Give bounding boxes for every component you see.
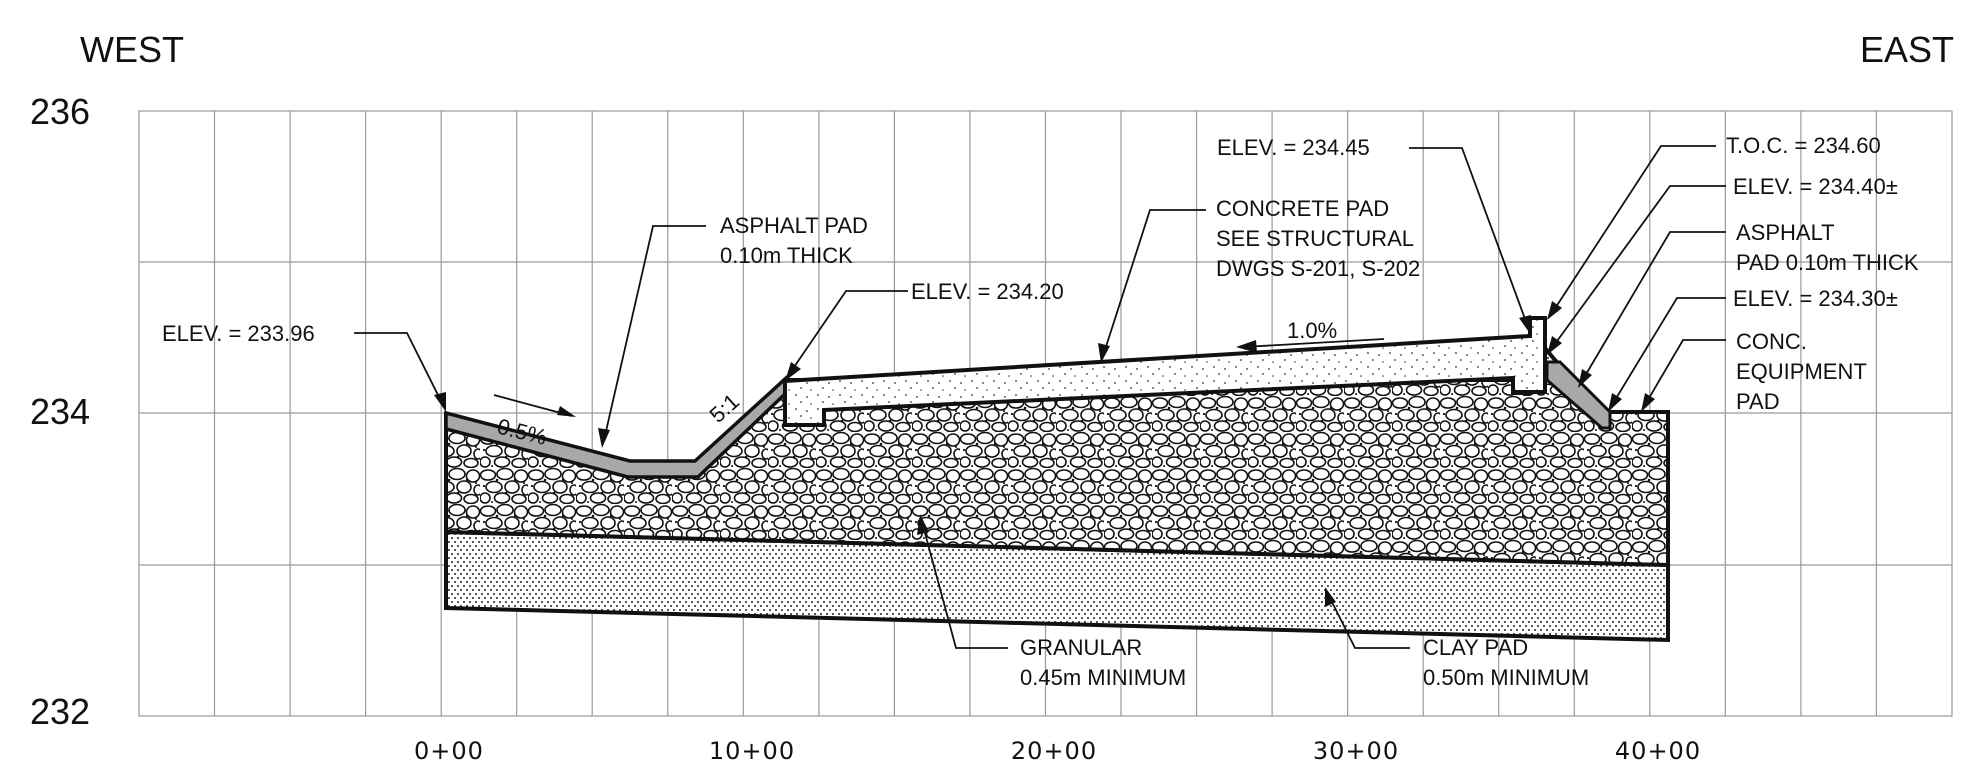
leader-elev-east-top [1551, 185, 1726, 349]
label-concrete-pad-3: DWGS S-201, S-202 [1216, 256, 1420, 281]
leader-asphalt-pad [603, 225, 706, 441]
leader-elev-west [354, 332, 444, 406]
leader-conc-equipment [1644, 339, 1726, 406]
y-tick-236: 236 [30, 91, 90, 132]
pad-slope-label: 1.0% [1287, 318, 1337, 343]
west-slope-arrowhead [557, 406, 576, 417]
label-asphalt-pad-2: 0.10m THICK [720, 243, 853, 268]
arrowhead-asphalt-pad [598, 428, 610, 448]
x-tick-20: 20+00 [1011, 737, 1097, 765]
arrowhead-elev-east-low [1608, 393, 1622, 412]
west-label: WEST [80, 29, 184, 70]
callout-leaders [354, 145, 1726, 649]
asphalt-pad-east [1545, 360, 1612, 430]
label-conc-equipment-2: EQUIPMENT [1736, 359, 1867, 384]
leader-toc [1551, 145, 1716, 314]
pad-slope-arrowhead [1236, 340, 1257, 353]
arrowhead-elev-west [434, 392, 446, 412]
label-clay-2: 0.50m MINIMUM [1423, 665, 1589, 690]
arrowhead-toc [1547, 301, 1562, 320]
x-tick-0: 0+00 [414, 737, 484, 765]
label-elev-west: ELEV. = 233.96 [162, 321, 315, 346]
label-clay-1: CLAY PAD [1423, 635, 1528, 660]
label-toc: T.O.C. = 234.60 [1726, 133, 1881, 158]
arrowhead-conc-equipment [1641, 393, 1655, 412]
x-tick-30: 30+00 [1313, 737, 1399, 765]
label-elev-east-top: ELEV. = 234.40± [1733, 174, 1898, 199]
label-concrete-pad-2: SEE STRUCTURAL [1216, 226, 1414, 251]
label-elev-east-low: ELEV. = 234.30± [1733, 286, 1898, 311]
pad-slope-arrow [1242, 338, 1385, 348]
arrowhead-clay [1325, 587, 1336, 607]
arrowhead-elev-pad-top [1519, 315, 1531, 335]
label-granular-1: GRANULAR [1020, 635, 1142, 660]
arrowhead-concrete-pad [1098, 343, 1110, 363]
arrowhead-granular [917, 514, 929, 535]
y-tick-234: 234 [30, 391, 90, 432]
label-conc-equipment-1: CONC. [1736, 329, 1807, 354]
x-tick-10: 10+00 [709, 737, 795, 765]
leader-granular [921, 521, 1008, 649]
label-elev-ramp-top: ELEV. = 234.20 [911, 279, 1064, 304]
label-conc-equipment-3: PAD [1736, 389, 1780, 414]
leader-elev-ramp [789, 290, 908, 374]
callout-labels: ELEV. = 233.96 ASPHALT PAD 0.10m THICK E… [162, 133, 1919, 690]
y-tick-232: 232 [30, 691, 90, 732]
east-label: EAST [1860, 29, 1954, 70]
label-asphalt-pad-1: ASPHALT PAD [720, 213, 868, 238]
leader-elev-pad-top [1409, 147, 1529, 328]
x-tick-40: 40+00 [1615, 737, 1701, 765]
leader-asphalt-east [1581, 231, 1726, 382]
arrowhead-elev-ramp [785, 362, 801, 381]
label-granular-2: 0.45m MINIMUM [1020, 665, 1186, 690]
arrowhead-elev-east-top [1547, 336, 1562, 355]
label-concrete-pad-1: CONCRETE PAD [1216, 196, 1389, 221]
arrowhead-asphalt-east [1578, 369, 1592, 388]
label-elev-pad-top: ELEV. = 234.45 [1217, 135, 1370, 160]
leader-clay [1327, 593, 1410, 649]
leader-elev-east-low [1611, 297, 1726, 406]
label-asphalt-east-2: PAD 0.10m THICK [1736, 250, 1919, 275]
label-asphalt-east-1: ASPHALT [1736, 220, 1835, 245]
leader-concrete-pad [1102, 209, 1206, 357]
